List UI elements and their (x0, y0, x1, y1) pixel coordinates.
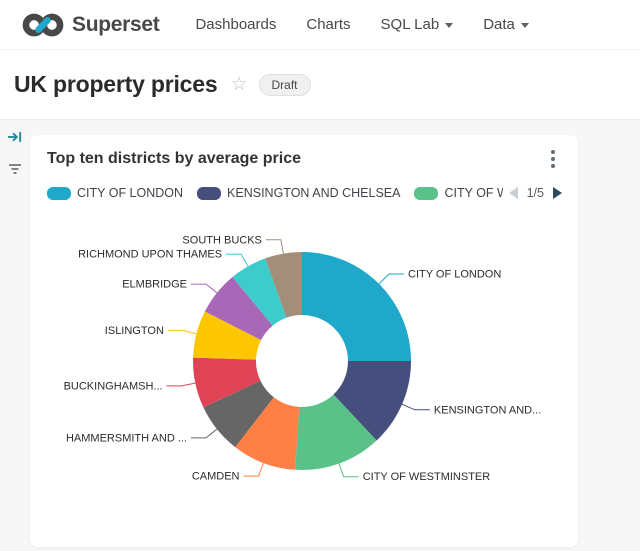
legend-item[interactable]: KENSINGTON AND CHELSEA (197, 186, 400, 200)
donut-slice[interactable] (203, 380, 274, 448)
filter-bar-collapsed (0, 120, 30, 551)
donut-slice[interactable] (193, 357, 261, 408)
slice-label: CITY OF LONDON (408, 269, 501, 281)
brand[interactable]: Superset (22, 11, 160, 39)
page-title: UK property prices (14, 71, 218, 97)
superset-logo-icon (22, 13, 64, 36)
filter-lines-button[interactable] (6, 159, 24, 177)
chart-area: CITY OF LONDON KENSINGTON AND... CITY OF W… (30, 210, 578, 545)
legend-next-icon[interactable] (553, 187, 562, 199)
donut-slice[interactable] (265, 251, 302, 318)
label-line (166, 382, 196, 387)
nav-label: Dashboards (195, 16, 277, 33)
donut-slice[interactable] (295, 394, 377, 471)
nav-item-dashboards[interactable]: Dashboards (195, 16, 276, 33)
donut-slice[interactable] (302, 252, 411, 361)
nav-item-sql-lab[interactable]: SQL Lab (381, 16, 454, 33)
slice-label: RICHMOND UPON THAMES (78, 249, 222, 261)
label-line (401, 403, 430, 411)
legend-label: CITY OF WES (444, 186, 502, 200)
slice-label: KENSINGTON AND... (434, 404, 541, 416)
label-line (191, 428, 218, 439)
legend-swatch (197, 186, 222, 200)
label-line (226, 253, 249, 267)
kebab-menu-icon[interactable] (548, 147, 558, 171)
slice-label: BUCKINGHAMSH... (64, 380, 163, 392)
chart-title: Top ten districts by average price (47, 150, 302, 167)
legend-item[interactable]: CITY OF WES (414, 186, 503, 200)
label-line (243, 462, 264, 477)
legend-swatch (47, 186, 71, 200)
legend-label: CITY OF LONDON (77, 186, 184, 200)
slice-label: ELMBRIDGE (122, 279, 187, 291)
nav-label: SQL Lab (380, 16, 440, 33)
caret-down-icon (520, 23, 529, 28)
chart-legend-row: CITY OF LONDON KENSINGTON AND CHELSEA CI… (30, 183, 578, 203)
donut-slice[interactable] (333, 361, 412, 441)
nav-item-data[interactable]: Data (483, 16, 529, 33)
donut-slice[interactable] (193, 311, 261, 360)
top-nav: Superset Dashboards Charts SQL Lab Data (0, 0, 640, 50)
brand-name: Superset (72, 12, 160, 36)
chart-card: Top ten districts by average price CITY … (30, 135, 578, 547)
donut-slice[interactable] (232, 258, 287, 326)
donut-slice[interactable] (204, 277, 273, 341)
slice-label: HAMMERSMITH AND ... (66, 432, 187, 444)
donut-chart: CITY OF LONDON KENSINGTON AND... CITY OF W… (64, 234, 542, 483)
slice-label: CAMDEN (192, 471, 240, 483)
favorite-star-icon[interactable]: ☆ (230, 74, 248, 95)
donut-slice[interactable] (235, 397, 300, 470)
nav-item-charts[interactable]: Charts (306, 16, 350, 33)
filter-lines-icon (9, 164, 21, 174)
slice-label: ISLINGTON (105, 325, 164, 337)
nav-label: Data (483, 16, 515, 33)
legend-swatch (414, 186, 439, 200)
dashboard-title-bar: UK property prices ☆ Draft (0, 50, 640, 120)
dashboard-body: Top ten districts by average price CITY … (0, 120, 640, 551)
expand-filter-bar-button[interactable] (6, 128, 24, 146)
label-line (265, 239, 284, 254)
nav-label: Charts (306, 16, 351, 33)
label-line (338, 463, 359, 478)
legend-label: KENSINGTON AND CHELSEA (227, 186, 401, 200)
arrow-right-to-bar-icon (8, 132, 22, 142)
legend-prev-icon[interactable] (508, 187, 518, 199)
chart-card-header: Top ten districts by average price (30, 135, 578, 171)
slice-label: SOUTH BUCKS (182, 234, 261, 246)
chart-legend: CITY OF LONDON KENSINGTON AND CHELSEA CI… (47, 186, 503, 200)
label-line (191, 283, 218, 294)
main-nav: Dashboards Charts SQL Lab Data (195, 16, 529, 33)
legend-page-indicator: 1/5 (526, 186, 544, 200)
legend-pagination: 1/5 (508, 186, 562, 200)
caret-down-icon (445, 23, 454, 28)
status-badge: Draft (258, 73, 311, 96)
legend-item[interactable]: CITY OF LONDON (47, 186, 183, 200)
label-line (167, 329, 197, 335)
label-line (378, 273, 404, 285)
slice-label: CITY OF WESTMINSTER (363, 471, 491, 483)
